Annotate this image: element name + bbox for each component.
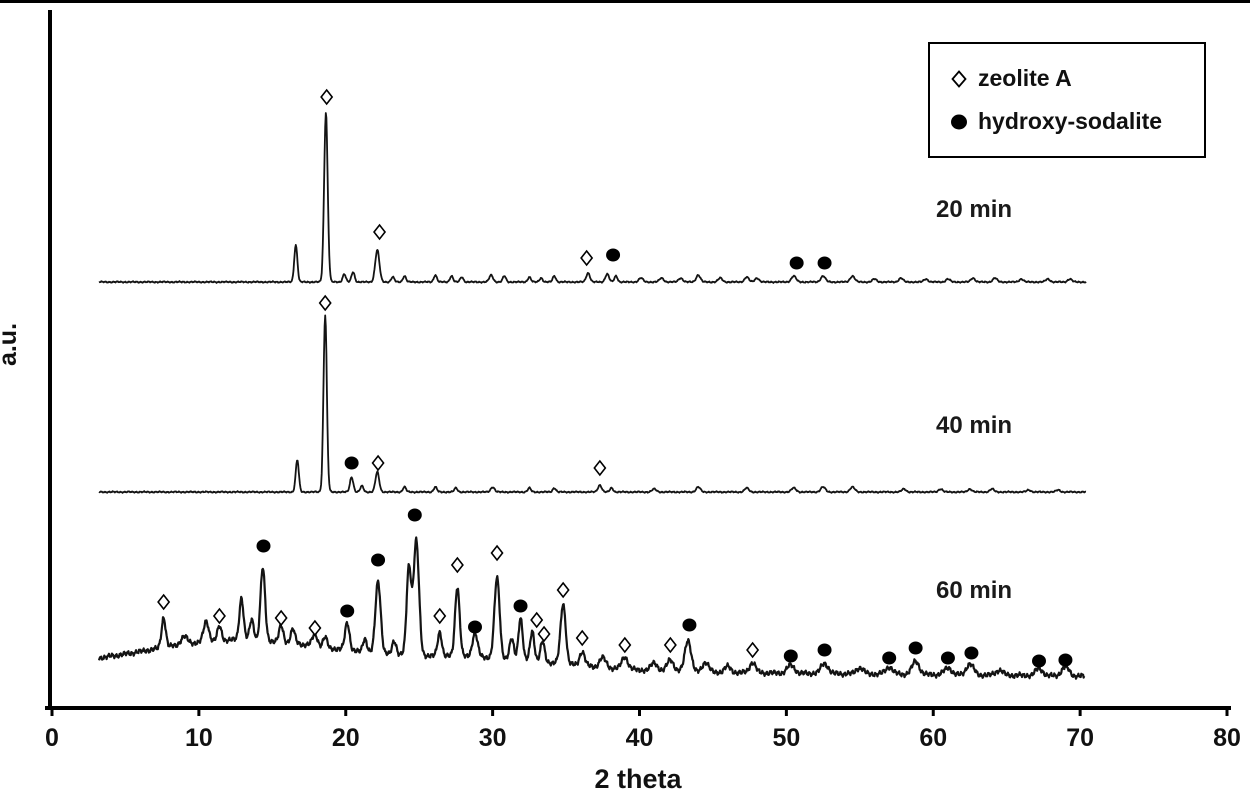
hydroxy-sodalite-circle-marker [1058,653,1073,667]
x-tick-label: 70 [1066,724,1094,752]
zeolite-a-diamond-marker [663,636,677,654]
hydroxy-sodalite-circle-marker [407,508,422,522]
zeolite-a-diamond-marker [157,593,171,611]
hydroxy-sodalite-circle-marker [1032,654,1046,668]
hydroxy-sodalite-circle-marker [513,599,528,613]
series-label-60min: 60 min [936,577,1013,604]
hydroxy-sodalite-circle-marker [882,651,897,665]
zeolite-a-diamond-marker [556,581,570,599]
legend-box: zeolite A hydroxy-sodalite [928,42,1206,158]
zeolite-a-diamond-marker [537,625,551,643]
zeolite-a-diamond-marker [320,88,334,106]
hydroxy-sodalite-circle-marker [964,646,979,660]
zeolite-a-diamond-marker [593,459,607,477]
hydroxy-sodalite-circle-marker [789,256,804,270]
figure-top-border [0,0,1250,3]
legend-item-hydroxy-sodalite: hydroxy-sodalite [950,108,1204,135]
zeolite-a-diamond-marker [450,556,464,574]
hydroxy-sodalite-circle-marker [256,539,271,553]
open-diamond-icon [951,69,967,88]
zeolite-a-diamond-marker [575,629,589,647]
hydroxy-sodalite-circle-marker [344,456,359,470]
hydroxy-sodalite-circle-marker [682,618,697,632]
x-axis-title: 2 theta [594,764,682,794]
x-tick-label: 10 [185,724,213,752]
legend-label-hydroxy-sodalite: hydroxy-sodalite [978,108,1163,134]
filled-circle-icon [951,114,967,129]
xrd-trace-20-min [98,112,1087,284]
zeolite-a-diamond-marker [373,223,387,241]
hydroxy-sodalite-circle-marker [371,553,386,567]
series-label-20min: 20 min [936,196,1013,223]
zeolite-a-diamond-marker [746,641,760,659]
series-label-40min: 40 min [936,412,1013,439]
hydroxy-sodalite-circle-marker [940,651,955,665]
y-axis-title: a.u. [0,322,23,367]
zeolite-a-diamond-marker [318,294,332,312]
hydroxy-sodalite-circle-marker [908,641,923,655]
x-tick-label: 30 [479,724,507,752]
zeolite-a-diamond-marker [490,544,504,562]
x-tick-label: 50 [772,724,800,752]
legend-item-zeolite-a: zeolite A [950,65,1204,92]
zeolite-a-diamond-marker [433,607,447,625]
zeolite-a-diamond-marker [580,249,594,267]
legend-label-zeolite-a: zeolite A [978,65,1072,91]
zeolite-a-diamond-marker [530,611,544,629]
hydroxy-sodalite-circle-marker [340,604,355,618]
x-tick-label: 80 [1213,724,1241,752]
xrd-trace-60-min [97,536,1086,680]
x-tick-label: 60 [919,724,947,752]
zeolite-a-diamond-marker [212,607,226,625]
zeolite-a-diamond-marker [274,609,288,627]
hydroxy-sodalite-circle-marker [817,643,832,657]
zeolite-a-diamond-marker [308,619,322,637]
xrd-trace-40-min [98,314,1087,494]
x-tick-label: 0 [45,724,59,752]
x-tick-label: 20 [332,724,360,752]
x-tick-label: 40 [626,724,654,752]
zeolite-a-diamond-marker [618,636,632,654]
hydroxy-sodalite-circle-marker [468,620,482,634]
hydroxy-sodalite-circle-marker [783,649,798,663]
hydroxy-sodalite-circle-marker [606,248,621,262]
zeolite-a-diamond-marker [371,454,385,472]
hydroxy-sodalite-circle-marker [817,256,832,270]
